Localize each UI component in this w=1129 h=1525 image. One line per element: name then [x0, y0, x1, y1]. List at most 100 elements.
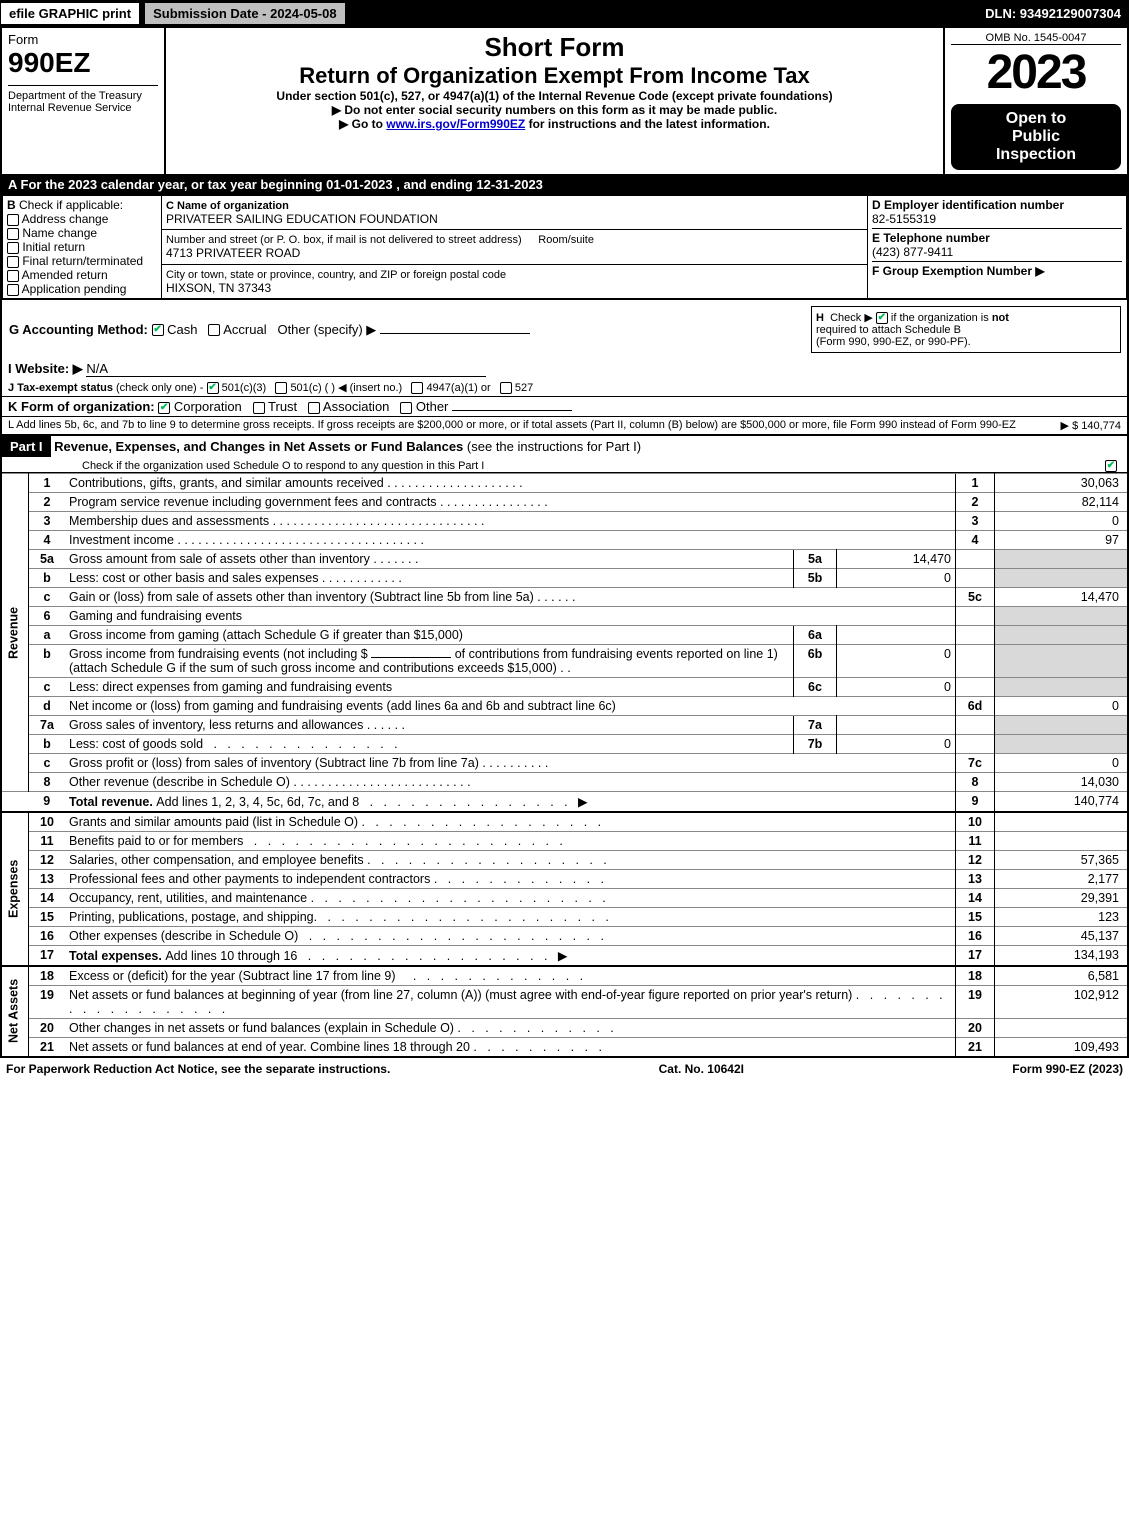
k-other-input[interactable]: [452, 410, 572, 411]
checkbox-name-change[interactable]: [7, 228, 19, 240]
l1n: 1: [29, 474, 66, 493]
org-name: PRIVATEER SAILING EDUCATION FOUNDATION: [166, 212, 438, 226]
return-title: Return of Organization Exempt From Incom…: [172, 63, 937, 89]
l6an: a: [29, 626, 66, 645]
shade7ba: [995, 735, 1128, 754]
tax-year: 2023: [951, 45, 1121, 100]
l13a: 2,177: [995, 870, 1128, 889]
l1a: 30,063: [995, 474, 1128, 493]
checkbox-assoc[interactable]: [308, 402, 320, 414]
l21a: 109,493: [995, 1038, 1128, 1057]
l5bd: Less: cost or other basis and sales expe…: [69, 571, 318, 585]
part-i-subtitle: (see the instructions for Part I): [467, 439, 641, 454]
checkbox-corp[interactable]: ✔: [158, 402, 170, 414]
netassets-side-label: Net Assets: [2, 966, 29, 1056]
checkbox-cash[interactable]: ✔: [152, 324, 164, 336]
checkbox-pending[interactable]: [7, 284, 19, 296]
l7asa: [837, 716, 956, 735]
checkbox-other-org[interactable]: [400, 402, 412, 414]
l7cn: c: [29, 754, 66, 773]
j-4947: 4947(a)(1) or: [426, 382, 490, 394]
l6asc: 6a: [794, 626, 837, 645]
l7asc: 7a: [794, 716, 837, 735]
l7ca: 0: [995, 754, 1128, 773]
g-other-input[interactable]: [380, 333, 530, 334]
shade7aa: [995, 716, 1128, 735]
l8n: 8: [29, 773, 66, 792]
part-i-checkline: Check if the organization used Schedule …: [2, 460, 484, 472]
l3n: 3: [29, 512, 66, 531]
l6bsa: 0: [837, 645, 956, 678]
l3d: Membership dues and assessments: [69, 514, 269, 528]
form-outer: Form 990EZ Department of the Treasury In…: [0, 26, 1129, 1058]
l6d: Gaming and fundraising events: [69, 609, 242, 623]
app-pending: Application pending: [22, 282, 127, 296]
l20a: [995, 1019, 1128, 1038]
form-number: 990EZ: [8, 47, 158, 79]
l16d: Other expenses (describe in Schedule O): [69, 929, 298, 943]
l7an: 7a: [29, 716, 66, 735]
k-label: K Form of organization:: [8, 399, 155, 414]
checkbox-initial[interactable]: [7, 242, 19, 254]
l6b-blank[interactable]: [371, 657, 451, 658]
l18n: 18: [29, 966, 66, 986]
expenses-side-label: Expenses: [2, 812, 29, 966]
l12n: 12: [29, 851, 66, 870]
l12c: 12: [956, 851, 995, 870]
shade6bc: [956, 645, 995, 678]
checkbox-amended[interactable]: [7, 270, 19, 282]
shade7ac: [956, 716, 995, 735]
goto-post: for instructions and the latest informat…: [529, 117, 770, 131]
goto-link[interactable]: www.irs.gov/Form990EZ: [386, 117, 525, 131]
checkbox-schedule-o[interactable]: ✔: [1105, 460, 1117, 472]
l6cd: Less: direct expenses from gaming and fu…: [69, 680, 392, 694]
donot-line: ▶ Do not enter social security numbers o…: [172, 103, 937, 117]
l4c: 4: [956, 531, 995, 550]
l4n: 4: [29, 531, 66, 550]
footer-mid: Cat. No. 10642I: [659, 1062, 744, 1076]
l7bsc: 7b: [794, 735, 837, 754]
footer-right: Form 990-EZ (2023): [1012, 1062, 1123, 1076]
checkbox-4947[interactable]: [411, 382, 423, 394]
l11n: 11: [29, 832, 66, 851]
l5ca: 14,470: [995, 588, 1128, 607]
checkbox-accrual[interactable]: [208, 324, 220, 336]
checkbox-trust[interactable]: [253, 402, 265, 414]
footer-left: For Paperwork Reduction Act Notice, see …: [6, 1062, 390, 1076]
open2: Public: [1012, 128, 1060, 145]
l9d2: Add lines 1, 2, 3, 4, 5c, 6d, 7c, and 8: [156, 795, 359, 809]
checkbox-501c3[interactable]: ✔: [207, 382, 219, 394]
efile-label[interactable]: efile GRAPHIC print: [0, 2, 140, 25]
shade6a: [995, 607, 1128, 626]
l1d: Contributions, gifts, grants, and simila…: [69, 476, 384, 490]
l2a: 82,114: [995, 493, 1128, 512]
l19d: Net assets or fund balances at beginning…: [69, 988, 852, 1002]
l17c: 17: [956, 946, 995, 967]
h-text2: if the organization is: [891, 312, 989, 324]
final-return: Final return/terminated: [22, 254, 143, 268]
l5cd: Gain or (loss) from sale of assets other…: [69, 590, 534, 604]
k-trust: Trust: [268, 399, 297, 414]
h-text1: Check ▶: [830, 312, 873, 324]
l18d: Excess or (deficit) for the year (Subtra…: [69, 969, 396, 983]
shade5b: [956, 569, 995, 588]
addr-change: Address change: [22, 212, 109, 226]
l14a: 29,391: [995, 889, 1128, 908]
j-527: 527: [515, 382, 533, 394]
g-accrual: Accrual: [223, 322, 266, 337]
k-other: Other: [416, 399, 449, 414]
f-label: F Group Exemption Number: [872, 264, 1032, 278]
checkbox-schedule-b[interactable]: ✔: [876, 312, 888, 324]
checkbox-501c[interactable]: [275, 382, 287, 394]
footer-right-pre: Form: [1012, 1062, 1045, 1076]
checkbox-address-change[interactable]: [7, 214, 19, 226]
l7cc: 7c: [956, 754, 995, 773]
l15a: 123: [995, 908, 1128, 927]
checkbox-final[interactable]: [7, 256, 19, 268]
part-i-title: Revenue, Expenses, and Changes in Net As…: [54, 439, 463, 454]
j-label: J Tax-exempt status: [8, 382, 113, 394]
l8a: 14,030: [995, 773, 1128, 792]
checkbox-527[interactable]: [500, 382, 512, 394]
l6dn: d: [29, 697, 66, 716]
l17a: 134,193: [995, 946, 1128, 967]
